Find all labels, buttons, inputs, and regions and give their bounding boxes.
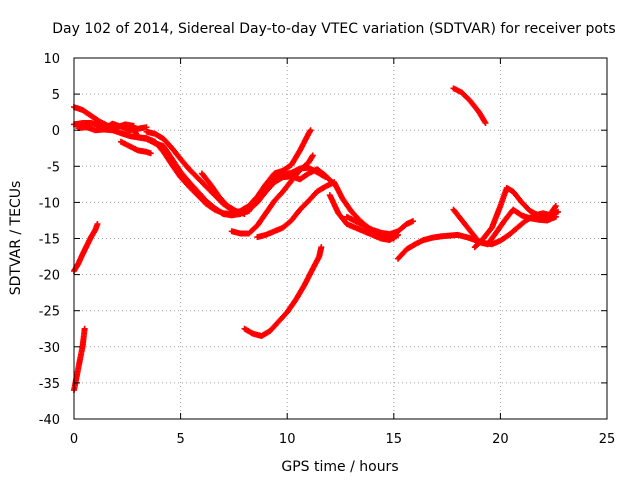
series-arc-d (117, 138, 154, 157)
x-tick-label: 10 (279, 432, 296, 447)
y-tick-label: -35 (39, 377, 60, 392)
y-tick-label: -10 (39, 196, 60, 211)
data-point-marker (552, 213, 559, 220)
series-arc-o (450, 85, 489, 126)
data-points (71, 85, 561, 394)
series-arc-p (71, 221, 101, 274)
y-tick-label: -20 (39, 269, 60, 284)
data-point-marker (482, 119, 489, 126)
y-tick-label: 5 (52, 88, 60, 103)
x-tick-label: 0 (70, 432, 78, 447)
data-point-marker (147, 150, 154, 157)
x-axis-label: GPS time / hours (281, 459, 398, 475)
y-axis-label: SDTVAR / TECUs (8, 181, 24, 296)
data-point-marker (409, 218, 416, 225)
data-point-marker (94, 221, 101, 228)
y-tick-label: 10 (43, 52, 60, 67)
series-arc-h (228, 152, 316, 237)
grid (74, 58, 607, 419)
chart-title: Day 102 of 2014, Sidereal Day-to-day VTE… (52, 21, 615, 37)
data-point-marker (309, 152, 316, 159)
y-tick-label: -30 (39, 341, 60, 356)
x-tick-label: 5 (176, 432, 184, 447)
data-point-marker (307, 127, 314, 134)
x-tick-label: 20 (492, 432, 509, 447)
data-point-marker (318, 244, 325, 251)
data-point-marker (81, 325, 88, 332)
x-tick-label: 25 (599, 432, 616, 447)
series-arc-m (450, 206, 559, 248)
series-arc-k (326, 192, 402, 243)
y-tick-label: -15 (39, 233, 60, 248)
data-point-marker (395, 231, 402, 238)
plot-frame (73, 57, 608, 420)
data-point-marker (554, 208, 561, 215)
data-point-marker (241, 210, 248, 217)
series-arc-r (241, 244, 325, 339)
series-arc-n (471, 184, 559, 251)
series-arc-g (198, 170, 248, 217)
series-arc-j (343, 213, 416, 238)
y-tick-label: -40 (39, 413, 60, 428)
data-point-marker (552, 203, 559, 210)
y-tick-label: 0 (52, 124, 60, 139)
axis-ticks: 0 5 10 15 20 25 -40 -35 -30 -25 -20 -15 -10 -5 0 5 10 (39, 52, 616, 447)
y-tick-label: -5 (47, 160, 60, 175)
y-tick-label: -25 (39, 305, 60, 320)
x-tick-label: 15 (386, 432, 403, 447)
